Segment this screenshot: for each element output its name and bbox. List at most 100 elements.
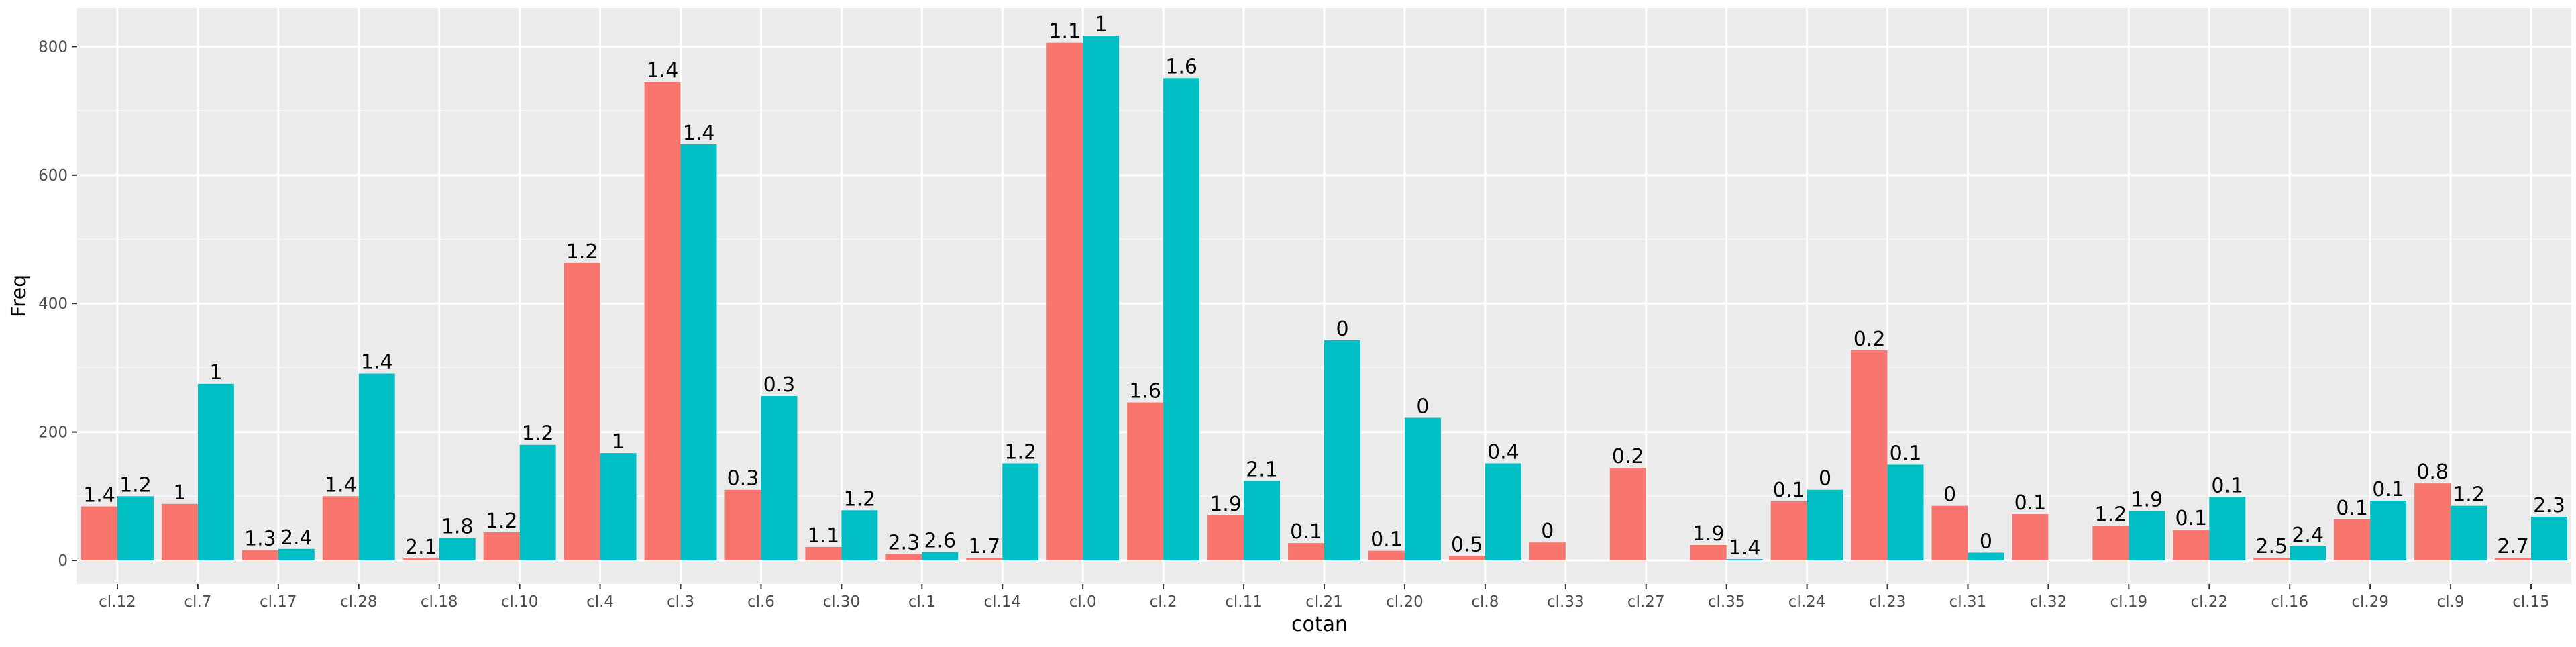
- bar-cl-8-series-2: [1485, 463, 1521, 560]
- bar-cl-4-series-1: [564, 262, 600, 560]
- data-label: 1.6: [1165, 55, 1197, 79]
- bar-cl-20-series-1: [1368, 550, 1405, 560]
- data-label: 0: [1943, 483, 1956, 507]
- data-label: 0.2: [1854, 328, 1886, 351]
- bar-cl-21-series-2: [1324, 340, 1360, 560]
- x-tick-label: cl.29: [2351, 593, 2389, 611]
- bar-cl-10-series-1: [483, 532, 520, 560]
- bar-cl-17-series-1: [241, 550, 278, 560]
- x-tick-label: cl.30: [823, 593, 861, 611]
- bar-cl-19-series-1: [2092, 526, 2129, 560]
- data-label: 0: [1416, 395, 1429, 419]
- x-tick-label: cl.10: [501, 593, 539, 611]
- data-label: 0.1: [2211, 474, 2243, 497]
- data-label: 1.2: [566, 240, 598, 264]
- data-label: 0.1: [1890, 442, 1922, 465]
- data-label: 1: [1095, 13, 1108, 36]
- bar-cl-23-series-1: [1851, 350, 1888, 560]
- data-label: 1.1: [808, 524, 840, 548]
- bar-cl-3-series-1: [644, 82, 681, 561]
- data-label: 2.3: [888, 531, 920, 554]
- data-label: 2.7: [2497, 535, 2529, 558]
- bar-cl-11-series-2: [1244, 481, 1281, 560]
- data-label: 2.6: [924, 530, 956, 553]
- x-tick-label: cl.12: [99, 593, 136, 611]
- x-tick-label: cl.31: [1949, 593, 1987, 611]
- bar-cl-30-series-2: [841, 510, 878, 560]
- x-tick-label: cl.19: [2110, 593, 2148, 611]
- x-tick-label: cl.1: [908, 593, 936, 611]
- bar-cl-28-series-1: [322, 496, 359, 560]
- bar-cl-8-series-1: [1448, 556, 1485, 560]
- x-tick-label: cl.22: [2190, 593, 2228, 611]
- data-label: 1.2: [486, 509, 518, 533]
- x-tick-label: cl.11: [1225, 593, 1263, 611]
- bar-cl-9-series-2: [2451, 505, 2487, 560]
- data-label: 1.2: [522, 422, 554, 446]
- bar-cl-6-series-2: [761, 396, 798, 560]
- x-tick-label: cl.9: [2437, 593, 2465, 611]
- data-label: 1.2: [119, 473, 152, 497]
- data-label: 1: [612, 430, 625, 454]
- data-label: 0.3: [763, 373, 796, 397]
- data-label: 1.2: [2095, 503, 2127, 526]
- data-label: 1.4: [325, 473, 357, 497]
- bar-cl-15-series-1: [2495, 558, 2532, 560]
- data-label: 0.4: [1487, 440, 1519, 464]
- y-tick-label: 800: [38, 38, 68, 56]
- y-tick-label: 600: [38, 167, 68, 185]
- data-label: 0: [1980, 530, 1992, 554]
- data-label: 2.5: [2255, 535, 2288, 558]
- data-label: 0.8: [2416, 460, 2449, 484]
- bars-layer: [80, 36, 2568, 561]
- data-label: 1.4: [1729, 536, 1761, 560]
- x-tick-label: cl.33: [1547, 593, 1585, 611]
- data-label: 1.4: [83, 484, 115, 507]
- data-label: 0.1: [1290, 520, 1322, 544]
- bar-cl-15-series-2: [2531, 516, 2568, 560]
- data-label: 1.9: [1693, 522, 1725, 546]
- x-tick-label: cl.27: [1627, 593, 1665, 611]
- bar-cl-28-series-2: [358, 373, 395, 560]
- data-label: 1.2: [2453, 483, 2485, 507]
- y-tick-label: 200: [38, 424, 68, 442]
- bar-cl-30-series-1: [805, 546, 842, 560]
- bar-cl-12-series-2: [117, 496, 154, 560]
- data-label: 1.4: [647, 59, 679, 83]
- bar-cl-7-series-2: [197, 383, 234, 560]
- data-label: 1.9: [1210, 493, 1242, 516]
- x-tick-label: cl.21: [1305, 593, 1343, 611]
- x-tick-label: cl.7: [184, 593, 211, 611]
- bar-cl-12-series-1: [80, 506, 117, 560]
- bar-cl-27-series-1: [1609, 468, 1646, 560]
- y-tick-label: 0: [58, 552, 68, 570]
- bar-cl-1-series-1: [885, 554, 922, 560]
- data-label: 1.1: [1049, 20, 1081, 44]
- bar-cl-24-series-1: [1770, 501, 1807, 560]
- data-label: 1.9: [2131, 488, 2163, 511]
- bar-cl-2-series-2: [1163, 78, 1200, 560]
- bar-cl-19-series-2: [2129, 511, 2165, 560]
- x-axis-title: cotan: [1291, 613, 1348, 636]
- data-label: 0: [1541, 519, 1554, 543]
- x-tick-label: cl.6: [747, 593, 775, 611]
- data-label: 1.2: [844, 487, 876, 511]
- data-label: 1: [173, 481, 186, 505]
- bar-cl-16-series-1: [2253, 558, 2290, 560]
- bar-cl-22-series-1: [2173, 530, 2210, 560]
- x-tick-label: cl.24: [1788, 593, 1826, 611]
- data-label: 1.2: [1004, 440, 1036, 464]
- x-tick-label: cl.28: [340, 593, 378, 611]
- bar-cl-1-series-2: [922, 552, 959, 560]
- bar-cl-32-series-1: [2012, 514, 2049, 560]
- bar-cl-10-series-2: [519, 444, 556, 560]
- y-axis-title: Freq: [7, 275, 31, 317]
- x-tick-label: cl.2: [1150, 593, 1177, 611]
- data-label: 1: [209, 361, 222, 385]
- bar-cl-0-series-1: [1046, 42, 1083, 560]
- data-label: 0.2: [1612, 445, 1644, 468]
- x-tick-label: cl.17: [260, 593, 297, 611]
- data-label: 2.1: [1246, 458, 1278, 481]
